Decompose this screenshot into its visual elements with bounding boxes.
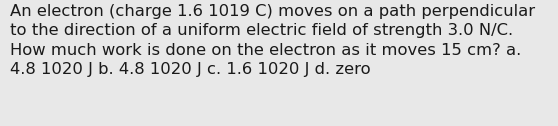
Text: An electron (charge 1.6 1019 C) moves on a path perpendicular
to the direction o: An electron (charge 1.6 1019 C) moves on… xyxy=(10,4,535,77)
